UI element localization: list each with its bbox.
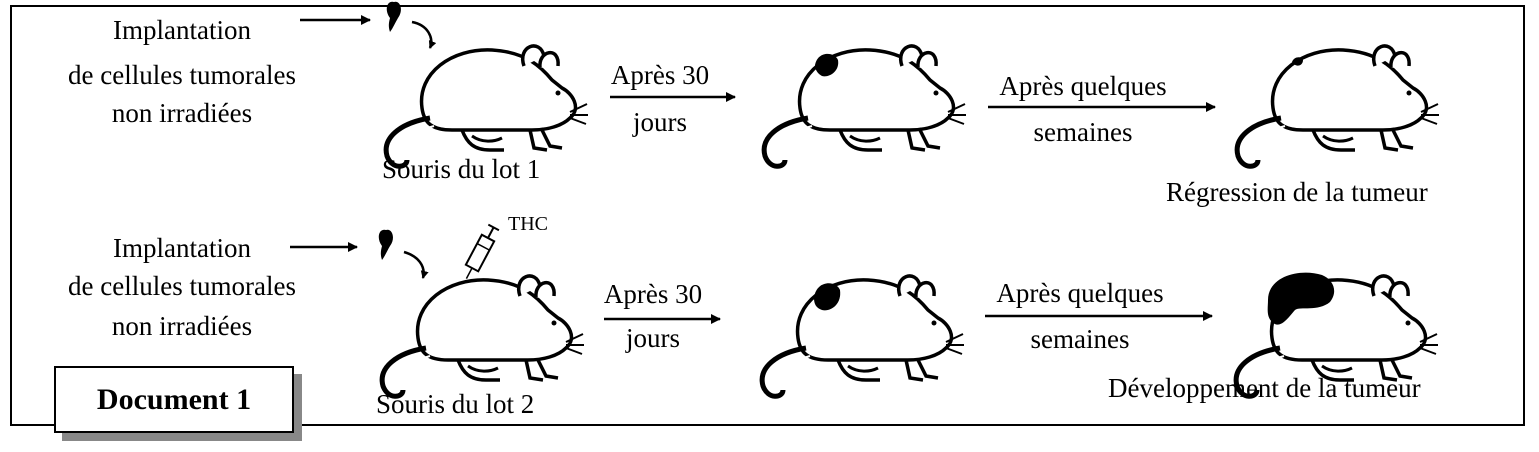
row2-step2-bottom: semaines (1030, 324, 1130, 354)
thc-label: THC (508, 213, 548, 235)
row1-step2-top: Après quelques (999, 71, 1167, 101)
row1-mouse-initial (386, 46, 588, 166)
row1-mouse-label: Souris du lot 1 (382, 154, 541, 184)
row1-mouse-regression (1237, 46, 1439, 166)
row2-implant-line3: non irradiées (111, 311, 253, 341)
row2-step1-bottom: jours (626, 323, 680, 353)
row2-step2-top: Après quelques (996, 278, 1164, 308)
row1-curved-arrow (411, 20, 437, 49)
row1-result-label: Régression de la tumeur (1166, 177, 1428, 207)
row1-implant-line3: non irradiées (111, 98, 253, 128)
tumor-cell-icon (386, 1, 401, 32)
row1-step1-top: Après 30 (610, 60, 710, 90)
syringe-icon (464, 223, 500, 279)
row1-mouse-30-days (764, 46, 966, 166)
row1-implant-line1: Implantation (113, 15, 251, 45)
row2-mouse-30-days (762, 276, 964, 396)
row2-mouse-label: Souris du lot 2 (376, 389, 535, 419)
row2-curved-arrow (403, 250, 429, 279)
row1-step2-bottom: semaines (1033, 117, 1133, 147)
document-label-box: Document 1 (54, 366, 294, 433)
tumor-cell-icon (378, 229, 393, 260)
row2-mouse-development (1236, 272, 1438, 397)
row2-implant-line1: Implantation (113, 233, 251, 263)
diagram-frame (10, 5, 1525, 426)
document-label: Document 1 (96, 382, 252, 416)
row2-step1-top: Après 30 (603, 279, 703, 309)
row2-mouse-initial (382, 276, 584, 396)
row2-result-label: Développement de la tumeur (1108, 373, 1421, 403)
row1-step1-bottom: jours (633, 107, 687, 137)
row2-implant-line2: de cellules tumorales (68, 271, 296, 301)
row1-implant-line2: de cellules tumorales (68, 60, 296, 90)
